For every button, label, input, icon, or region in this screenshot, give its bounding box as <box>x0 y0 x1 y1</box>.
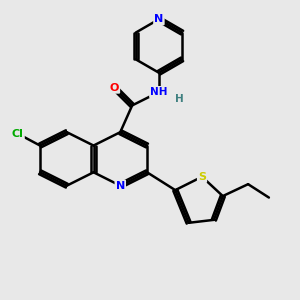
Text: Cl: Cl <box>12 129 24 139</box>
Text: S: S <box>198 172 206 182</box>
Text: N: N <box>116 181 125 191</box>
Text: NH: NH <box>150 87 168 97</box>
Text: H: H <box>175 94 184 104</box>
Text: N: N <box>154 14 164 24</box>
Text: O: O <box>110 82 119 93</box>
